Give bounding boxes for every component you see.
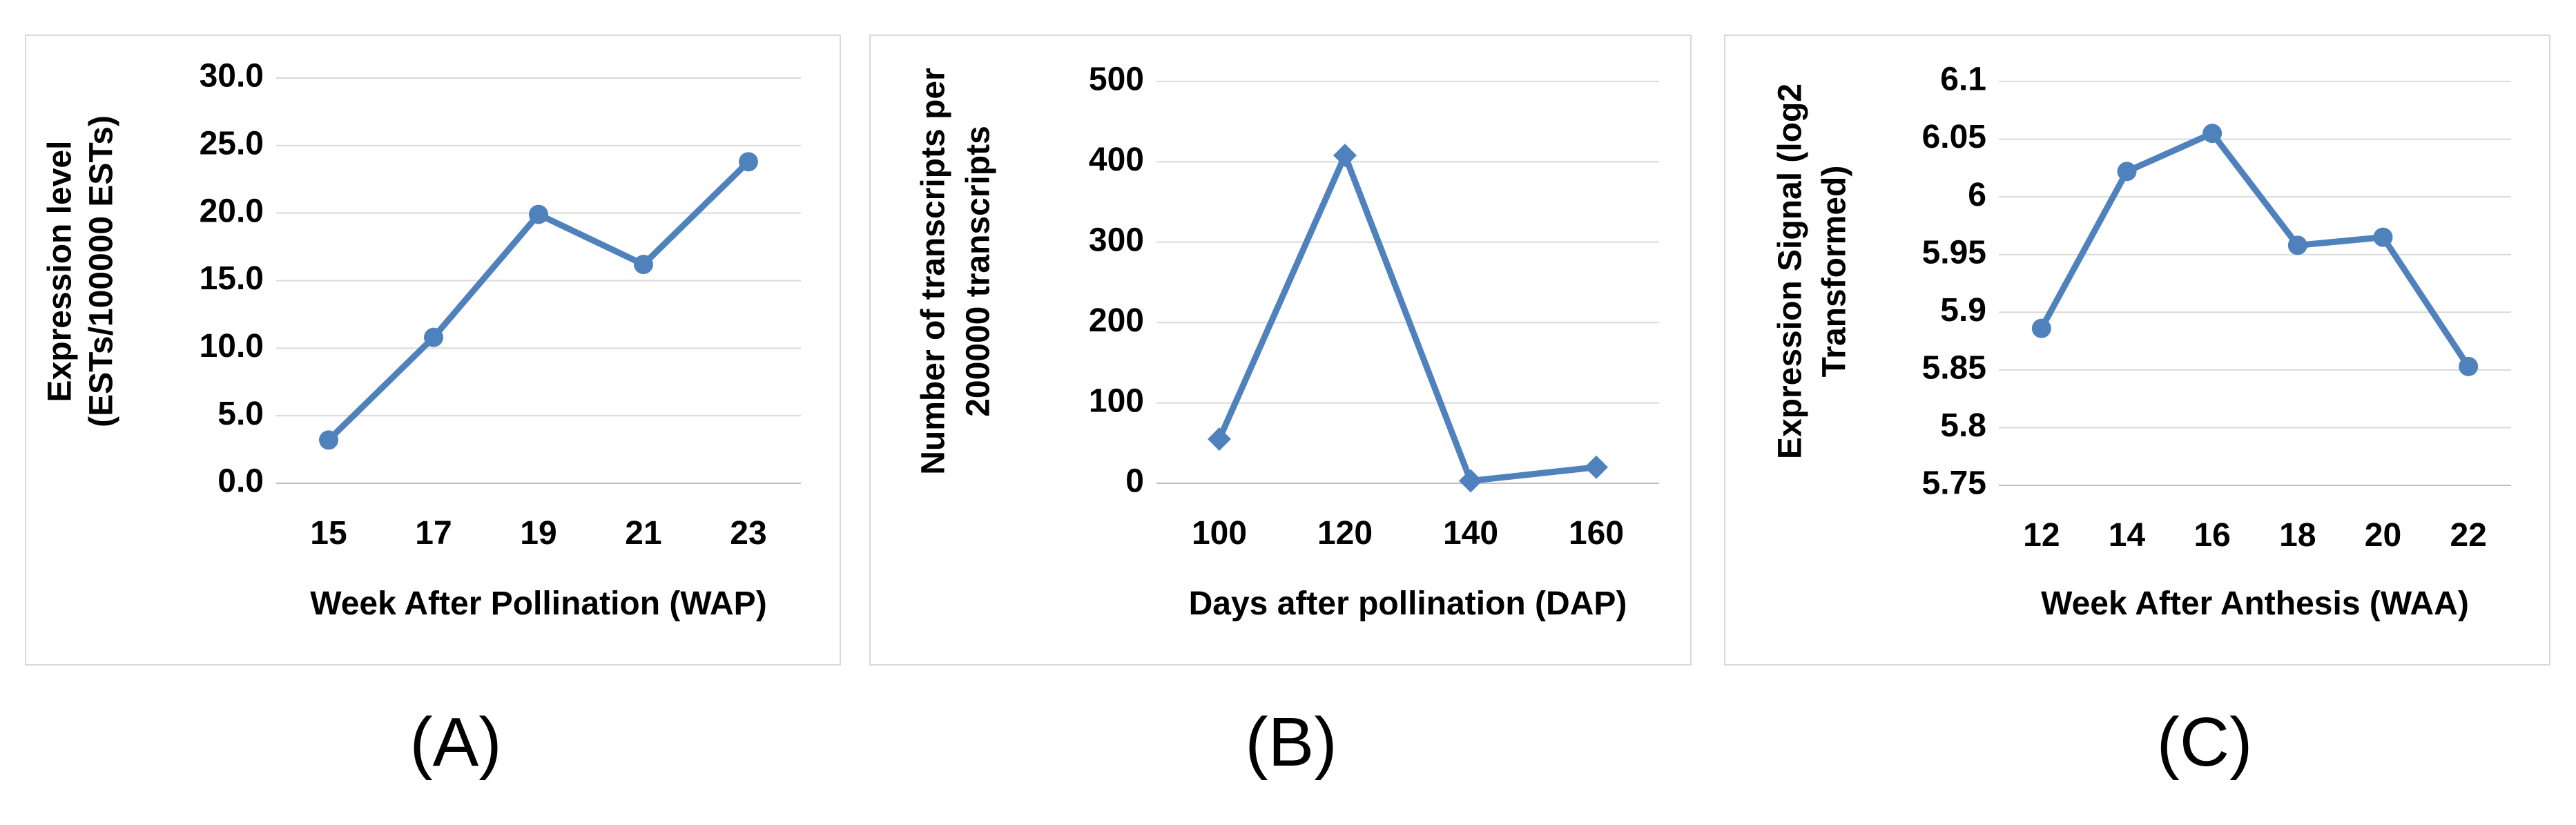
data-point-c-0 — [2031, 318, 2051, 338]
y-tick-label-b-2: 200 — [1089, 302, 1144, 339]
series-line-a — [325, 158, 752, 443]
data-point-b-3 — [1585, 455, 1608, 479]
x-axis-title-c: Week After Anthesis (WAA) — [2041, 585, 2469, 622]
data-point-a-0 — [319, 430, 338, 450]
y-tick-label-a-1: 5.0 — [217, 396, 264, 432]
y-axis-title-c-0: Expression Signal (log2 — [1772, 84, 1809, 459]
x-axis-title-b: Days after pollination (DAP) — [1189, 585, 1627, 622]
x-tick-label-b-0: 100 — [1192, 515, 1247, 552]
y-tick-label-b-3: 300 — [1089, 222, 1144, 258]
y-tick-label-c-3: 5.9 — [1940, 292, 1986, 329]
panel-label-b: (B) — [1245, 703, 1337, 781]
x-tick-label-c-1: 14 — [2109, 517, 2146, 554]
x-tick-label-a-4: 23 — [730, 515, 766, 552]
y-tick-label-c-4: 5.95 — [1922, 234, 1986, 271]
chart-panel-a — [25, 35, 841, 666]
x-tick-label-b-2: 140 — [1443, 515, 1498, 552]
y-tick-label-c-2: 5.85 — [1922, 350, 1986, 387]
x-tick-label-c-5: 22 — [2450, 517, 2486, 554]
y-axis-title-c-1: Transformed) — [1817, 166, 1853, 378]
y-tick-label-b-5: 500 — [1089, 61, 1144, 98]
x-tick-label-a-0: 15 — [310, 515, 347, 552]
x-tick-label-c-4: 20 — [2365, 517, 2401, 554]
y-axis-title-a-1: (ESTs/100000 ESTs) — [84, 115, 120, 427]
x-tick-label-b-3: 160 — [1569, 515, 1624, 552]
y-tick-label-b-4: 400 — [1089, 142, 1144, 178]
data-point-c-4 — [2373, 227, 2393, 247]
data-point-b-2 — [1459, 469, 1482, 493]
data-point-c-2 — [2202, 124, 2222, 144]
data-point-a-3 — [634, 255, 653, 275]
y-tick-label-a-0: 0.0 — [217, 463, 264, 500]
y-tick-label-c-6: 6.05 — [1922, 119, 1986, 155]
series-line-c — [2038, 130, 2472, 370]
data-point-c-5 — [2459, 356, 2479, 376]
y-tick-label-c-0: 5.75 — [1922, 465, 1986, 502]
data-point-a-1 — [424, 327, 443, 347]
x-tick-label-c-0: 12 — [2023, 517, 2060, 554]
y-tick-label-a-4: 20.0 — [200, 193, 264, 229]
x-tick-label-a-3: 21 — [625, 515, 661, 552]
x-tick-label-b-1: 120 — [1317, 515, 1373, 552]
x-tick-label-c-3: 18 — [2279, 517, 2316, 554]
data-point-a-4 — [739, 152, 758, 172]
data-point-c-1 — [2117, 162, 2137, 182]
panel-label-a: (A) — [409, 703, 502, 781]
y-axis-title-b-0: Number of transcripts per — [916, 68, 952, 474]
y-tick-label-b-0: 0 — [1125, 463, 1144, 500]
data-point-c-3 — [2287, 235, 2307, 255]
y-axis-title-b-1: 200000 transcripts — [960, 126, 997, 417]
y-tick-label-c-1: 5.8 — [1940, 407, 1986, 444]
data-point-b-0 — [1208, 427, 1231, 451]
y-tick-label-a-6: 30.0 — [200, 58, 264, 95]
panel-label-c: (C) — [2156, 703, 2253, 781]
data-point-b-1 — [1333, 144, 1357, 168]
x-tick-label-a-2: 19 — [520, 515, 556, 552]
y-axis-title-a-0: Expression level — [42, 141, 79, 402]
x-tick-label-c-2: 16 — [2194, 517, 2230, 554]
y-tick-label-b-1: 100 — [1089, 382, 1144, 419]
x-tick-label-a-1: 17 — [415, 515, 452, 552]
data-point-a-2 — [529, 204, 548, 224]
y-tick-label-a-3: 15.0 — [200, 260, 264, 297]
y-tick-label-a-5: 25.0 — [200, 126, 264, 162]
x-axis-title-a: Week After Pollination (WAP) — [310, 585, 766, 622]
y-tick-label-c-5: 6 — [1968, 177, 1986, 213]
y-tick-label-a-2: 10.0 — [200, 328, 264, 365]
chart-panel-b — [869, 35, 1692, 666]
y-tick-label-c-7: 6.1 — [1940, 61, 1986, 98]
series-line-b — [1216, 152, 1600, 485]
